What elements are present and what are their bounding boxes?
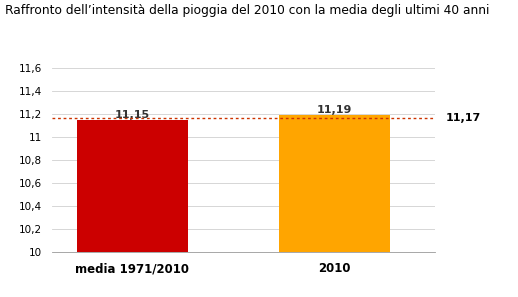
Bar xyxy=(279,116,390,252)
Text: 11,15: 11,15 xyxy=(115,110,150,119)
Text: 11,19: 11,19 xyxy=(316,105,352,115)
Text: Raffronto dell’intensità della pioggia del 2010 con la media degli ultimi 40 ann: Raffronto dell’intensità della pioggia d… xyxy=(5,4,490,18)
Bar xyxy=(77,120,188,252)
Text: 11,17: 11,17 xyxy=(445,113,481,123)
